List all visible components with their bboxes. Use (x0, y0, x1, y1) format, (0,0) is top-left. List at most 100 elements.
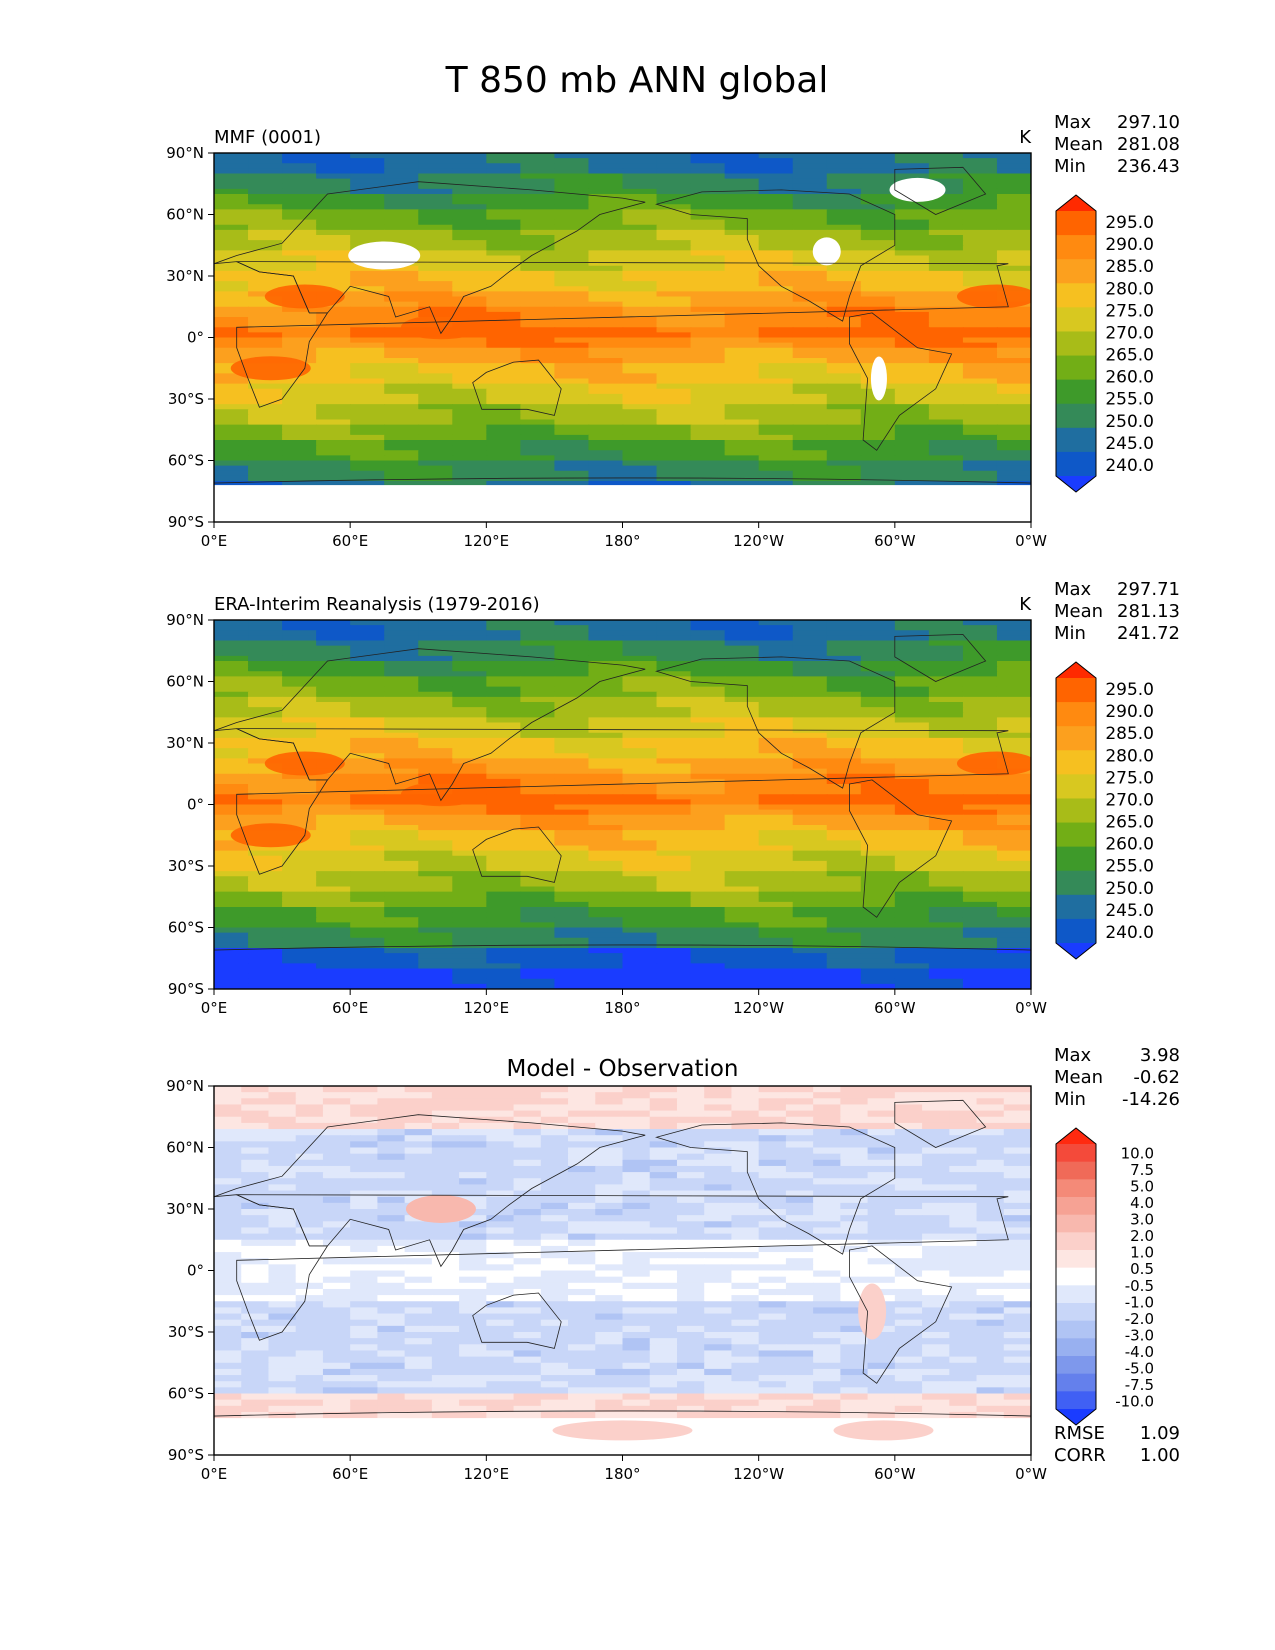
colorbar-extend-bottom (1056, 943, 1096, 959)
colorbar-level-label: 245.0 (1105, 901, 1154, 921)
colorbar-level-label: 245.0 (1105, 434, 1154, 454)
y-tick-label: 30°N (166, 1200, 204, 1218)
colorbar-bin (1056, 1356, 1096, 1375)
stat-label: Max (1054, 579, 1092, 600)
colorbar-bin (1056, 894, 1096, 920)
colorbar-level-label: 250.0 (1105, 879, 1154, 899)
colorbar-level-label: 270.0 (1105, 790, 1154, 810)
x-tick-label: 120°E (464, 1465, 510, 1483)
colorbar-bin (1056, 1391, 1096, 1410)
colorbar-bin (1056, 870, 1096, 896)
colorbar-bin (1056, 1214, 1096, 1233)
stat-label: Mean (1054, 134, 1103, 155)
x-tick-label: 120°E (464, 532, 510, 550)
colorbar-level-label: 285.0 (1105, 724, 1154, 744)
colorbar-level-label: 260.0 (1105, 835, 1154, 855)
colorbar-level-label: 275.0 (1105, 301, 1154, 321)
metric-value: 1.09 (1140, 1423, 1180, 1444)
y-tick-label: 30°S (168, 390, 204, 408)
colorbar-level-label: 260.0 (1105, 368, 1154, 388)
colorbar-level-label: -4.0 (1125, 1343, 1154, 1361)
x-tick-label: 180° (604, 1465, 640, 1483)
colorbar-bin (1056, 774, 1096, 800)
colorbar-bin (1056, 1267, 1096, 1286)
colorbar-bin (1056, 846, 1096, 872)
stat-value: 281.08 (1117, 134, 1180, 155)
stat-label: Max (1054, 1045, 1092, 1066)
colorbar-bin (1056, 259, 1096, 284)
colorbar-bin (1056, 403, 1096, 429)
colorbar-bin (1056, 678, 1096, 703)
units-label: K (1019, 594, 1032, 615)
y-tick-label: 30°N (166, 734, 204, 752)
colorbar-level-label: 10.0 (1121, 1144, 1154, 1162)
colorbar: 10.07.55.04.03.02.01.00.5-0.5-1.0-2.0-3.… (1055, 1127, 1154, 1426)
colorbar-bin (1056, 1197, 1096, 1216)
panel-2: 0°E 60°E 120°E 180° 120°W 60°W 0°W 90°N 60°N 30°N… (166, 579, 1180, 1017)
colorbar-bin (1056, 726, 1096, 751)
y-tick-label: 90°N (166, 1077, 204, 1095)
colorbar-bin (1056, 1232, 1096, 1251)
x-tick-label: 120°W (733, 999, 784, 1017)
stat-label: Min (1054, 1089, 1086, 1110)
colorbar-extend-bottom (1056, 1409, 1096, 1425)
colorbar-bin (1056, 307, 1096, 333)
colorbar-bin (1056, 702, 1096, 727)
colorbar-bin (1056, 1320, 1096, 1339)
stat-value: 241.72 (1117, 623, 1180, 644)
colorbar-level-label: 290.0 (1105, 235, 1154, 255)
colorbar-extend-bottom (1056, 476, 1096, 492)
x-tick-label: 120°W (733, 532, 784, 550)
colorbar-level-label: 280.0 (1105, 279, 1154, 299)
y-tick-label: 30°S (168, 857, 204, 875)
metric-value: 1.00 (1140, 1445, 1180, 1466)
colorbar-level-label: 255.0 (1105, 857, 1154, 877)
metric-label: RMSE (1054, 1423, 1105, 1444)
y-tick-label: 60°S (168, 919, 204, 937)
colorbar-bin (1056, 1285, 1096, 1304)
colorbar-bin (1056, 1303, 1096, 1322)
x-tick-label: 60°W (874, 1465, 916, 1483)
panel-label: MMF (0001) (214, 127, 321, 148)
x-tick-label: 60°W (874, 999, 916, 1017)
colorbar-bin (1056, 331, 1096, 357)
colorbar-level-label: -7.5 (1125, 1376, 1154, 1394)
colorbar-level-label: 7.5 (1130, 1161, 1154, 1179)
stat-value: 281.13 (1117, 601, 1180, 622)
colorbar-level-label: -1.0 (1125, 1293, 1154, 1311)
x-tick-label: 120°E (464, 999, 510, 1017)
colorbar-bin (1056, 1250, 1096, 1269)
panel-label: Model - Observation (506, 1056, 738, 1082)
colorbar-bin (1056, 427, 1096, 453)
stat-value: 297.10 (1117, 112, 1180, 133)
colorbar-level-label: 1.0 (1130, 1244, 1154, 1262)
colorbar-bin (1056, 235, 1096, 260)
colorbar-level-label: 265.0 (1105, 813, 1154, 833)
colorbar-bin (1056, 1161, 1096, 1180)
x-tick-label: 120°W (733, 1465, 784, 1483)
x-tick-label: 180° (604, 999, 640, 1017)
stat-label: Min (1054, 156, 1086, 177)
map-field (214, 1086, 1031, 1455)
colorbar-level-label: 3.0 (1130, 1211, 1154, 1229)
colorbar-level-label: 250.0 (1105, 412, 1154, 432)
colorbar-extend-top (1056, 195, 1096, 211)
colorbar-level-label: 265.0 (1105, 346, 1154, 366)
colorbar-level-label: 0.5 (1130, 1260, 1154, 1278)
colorbar-level-label: 2.0 (1130, 1227, 1154, 1245)
colorbar-level-label: 280.0 (1105, 746, 1154, 766)
colorbar-bin (1056, 211, 1096, 236)
colorbar-bin (1056, 798, 1096, 824)
colorbar-bin (1056, 355, 1096, 381)
colorbar-level-label: -2.0 (1125, 1310, 1154, 1328)
y-tick-label: 90°S (168, 1446, 204, 1464)
y-tick-label: 60°N (166, 673, 204, 691)
colorbar-bin (1056, 1179, 1096, 1198)
colorbar-level-label: 295.0 (1105, 680, 1154, 700)
y-tick-label: 60°N (166, 206, 204, 224)
colorbar-level-label: 290.0 (1105, 702, 1154, 722)
stat-label: Mean (1054, 601, 1103, 622)
colorbar-level-label: -10.0 (1115, 1393, 1154, 1411)
stat-value: -14.26 (1122, 1089, 1180, 1110)
